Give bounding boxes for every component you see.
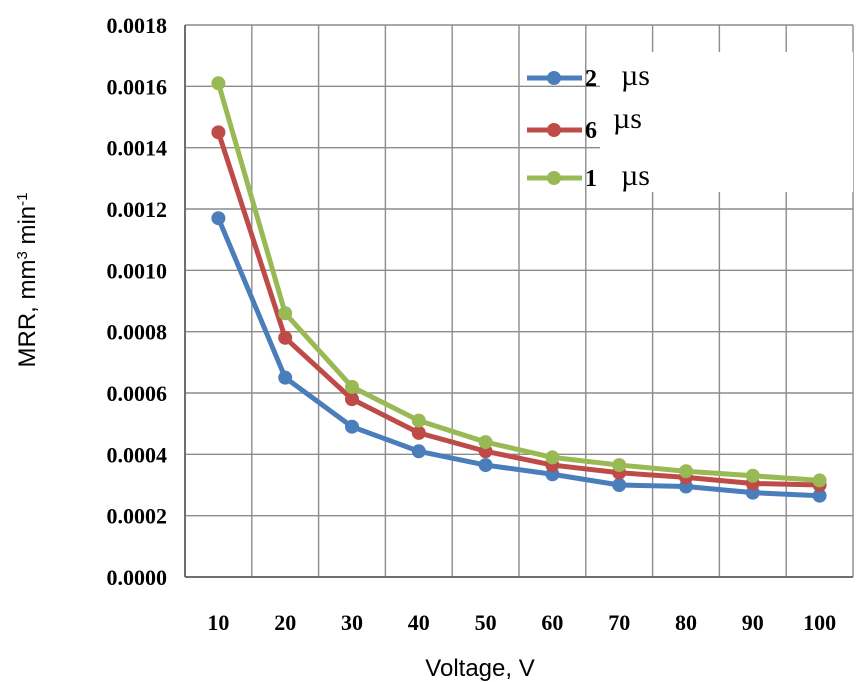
y-tick-label: 0.0010 — [107, 258, 168, 283]
x-axis-title: Voltage, V — [425, 655, 534, 682]
series-line — [216, 131, 820, 488]
data-point — [345, 379, 359, 394]
legend-unit: µs — [621, 159, 650, 192]
data-point — [278, 370, 293, 385]
data-point — [745, 468, 760, 483]
y-tick-label: 0.0006 — [107, 381, 168, 406]
x-tick-label: 50 — [475, 610, 497, 635]
data-point — [345, 419, 359, 434]
legend-entry-0: 2 µs — [527, 59, 650, 92]
y-tick-label: 0.0014 — [107, 136, 168, 161]
y-axis-title-mid: min — [14, 206, 41, 251]
data-point — [278, 330, 293, 345]
legend-marker — [547, 171, 561, 185]
data-point — [679, 464, 693, 479]
x-tick-label: 30 — [341, 610, 363, 635]
y-tick-label: 0.0002 — [107, 504, 168, 529]
legend-unit: µs — [613, 102, 642, 135]
x-tick-label: 70 — [608, 610, 630, 635]
legend-background — [600, 52, 853, 192]
x-axis-ticks: 10 20 30 40 50 60 70 80 90 100 — [207, 610, 836, 635]
data-point — [211, 125, 226, 140]
data-point — [345, 392, 359, 407]
data-point — [478, 435, 493, 450]
x-tick-label: 90 — [742, 610, 764, 635]
x-tick-label: 40 — [408, 610, 430, 635]
x-tick-label: 60 — [541, 610, 563, 635]
y-tick-label: 0.0000 — [107, 565, 168, 590]
legend: 2 µs 6 µs 1 µs — [527, 52, 853, 192]
data-point — [545, 450, 560, 465]
x-tick-label: 20 — [274, 610, 296, 635]
series-2 — [211, 76, 827, 488]
series-line — [216, 217, 820, 499]
series-lines — [211, 76, 827, 503]
legend-entry-1: 6 µs — [527, 102, 642, 144]
data-point — [612, 478, 627, 492]
legend-label: 1 — [585, 166, 597, 192]
data-point — [812, 488, 827, 503]
y-axis-ticks: 0.0000 0.0002 0.0004 0.0006 0.0008 0.0010 0.00… — [107, 13, 168, 590]
data-point — [278, 306, 293, 321]
y-tick-label: 0.0004 — [107, 442, 168, 467]
x-tick-label: 80 — [675, 610, 697, 635]
data-point — [478, 458, 493, 473]
grid — [184, 24, 854, 578]
y-tick-label: 0.0018 — [107, 13, 168, 38]
series-line — [215, 82, 820, 483]
data-point — [612, 458, 627, 473]
y-tick-label: 0.0012 — [107, 197, 168, 222]
y-axis-title-sup2: -1 — [14, 192, 31, 205]
legend-marker — [547, 71, 561, 85]
legend-label: 6 — [585, 118, 597, 144]
legend-marker — [547, 123, 561, 137]
y-axis-title-sup1: 3 — [14, 251, 31, 259]
data-point — [411, 425, 426, 440]
data-point — [211, 76, 226, 91]
data-point — [211, 211, 226, 226]
x-tick-label: 10 — [207, 610, 229, 635]
x-tick-label: 100 — [803, 610, 836, 635]
data-point — [812, 473, 827, 488]
legend-entry-2: 1 µs — [527, 159, 650, 192]
legend-label: 2 — [585, 66, 597, 92]
y-axis-title: MRR, mm3 min-1 — [14, 192, 42, 367]
data-point — [411, 413, 426, 428]
legend-unit: µs — [621, 59, 650, 92]
y-tick-label: 0.0008 — [107, 320, 168, 345]
y-axis-title-base: MRR, mm — [14, 260, 41, 368]
data-point — [411, 444, 426, 459]
y-tick-label: 0.0016 — [107, 74, 168, 99]
